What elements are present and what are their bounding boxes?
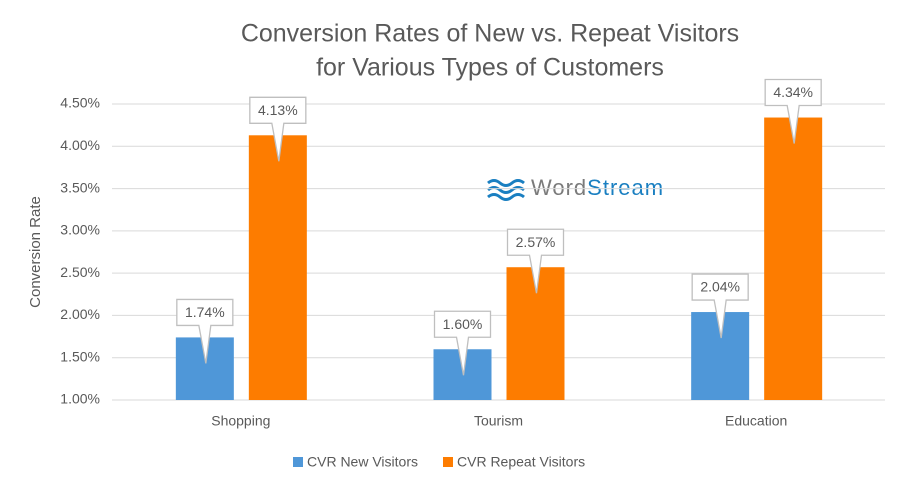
callout xyxy=(249,96,307,162)
bar xyxy=(248,135,307,400)
y-tick-label: 4.50% xyxy=(60,95,100,111)
legend-swatch xyxy=(443,457,453,467)
chart-title: Conversion Rates of New vs. Repeat Visit… xyxy=(241,20,739,48)
x-tick-label: Education xyxy=(725,413,787,429)
callout xyxy=(764,78,822,144)
y-tick-label: 1.00% xyxy=(60,391,100,407)
y-axis-title: Conversion Rate xyxy=(27,196,44,308)
logo-text: Stream xyxy=(587,175,664,200)
y-tick-label: 3.00% xyxy=(60,222,100,238)
logo-waves xyxy=(487,179,525,201)
y-tick-label: 3.50% xyxy=(60,179,100,195)
svg-text:WordStream: WordStream xyxy=(531,175,664,200)
data-label: 1.60% xyxy=(443,316,483,332)
watermark: WordStream xyxy=(487,175,664,201)
callout xyxy=(506,228,565,294)
legend-label: CVR New Visitors xyxy=(307,454,418,470)
data-label: 2.04% xyxy=(700,279,740,295)
data-label: 1.74% xyxy=(185,304,225,320)
callout xyxy=(433,310,492,376)
y-tick-label: 4.00% xyxy=(60,137,100,153)
y-tick-label: 2.50% xyxy=(60,264,100,280)
y-tick-label: 1.50% xyxy=(60,348,100,364)
data-label: 4.34% xyxy=(773,84,813,100)
x-tick-label: Tourism xyxy=(474,413,523,429)
callout xyxy=(691,273,749,339)
data-label: 4.13% xyxy=(258,102,298,118)
x-tick-label: Shopping xyxy=(211,413,270,429)
legend-swatch xyxy=(293,457,303,467)
legend-label: CVR Repeat Visitors xyxy=(457,454,585,470)
bar xyxy=(764,117,823,400)
callout xyxy=(176,298,234,364)
chart-title: for Various Types of Customers xyxy=(316,54,664,82)
data-label: 2.57% xyxy=(516,234,556,250)
logo-text: Word xyxy=(531,175,587,200)
y-tick-label: 2.00% xyxy=(60,306,100,322)
